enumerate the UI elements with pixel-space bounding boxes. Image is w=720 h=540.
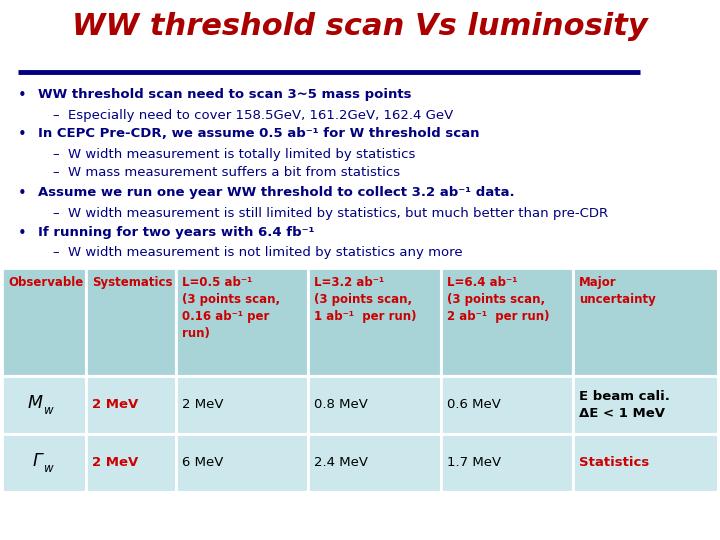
- Text: •: •: [18, 88, 27, 103]
- Bar: [86, 434, 176, 492]
- Bar: [176, 268, 308, 376]
- Text: •: •: [18, 226, 27, 241]
- Text: W width measurement is still limited by statistics, but much better than pre-CDR: W width measurement is still limited by …: [68, 207, 608, 220]
- Text: –: –: [52, 166, 58, 179]
- Bar: [441, 434, 573, 492]
- Text: WW threshold scan Vs luminosity: WW threshold scan Vs luminosity: [72, 12, 648, 41]
- Text: Major
uncertainty: Major uncertainty: [580, 276, 656, 306]
- Text: Systematics: Systematics: [92, 276, 173, 289]
- Bar: [308, 268, 441, 376]
- Bar: [86, 376, 176, 434]
- Text: •: •: [18, 186, 27, 201]
- Text: WW threshold scan need to scan 3~5 mass points: WW threshold scan need to scan 3~5 mass …: [38, 88, 412, 101]
- Text: M: M: [27, 394, 42, 412]
- Text: L=6.4 ab⁻¹
(3 points scan,
2 ab⁻¹  per run): L=6.4 ab⁻¹ (3 points scan, 2 ab⁻¹ per ru…: [447, 276, 549, 323]
- Text: 2 MeV: 2 MeV: [92, 456, 139, 469]
- Bar: [573, 434, 718, 492]
- Bar: [86, 268, 176, 376]
- Text: L=0.5 ab⁻¹
(3 points scan,
0.16 ab⁻¹ per
run): L=0.5 ab⁻¹ (3 points scan, 0.16 ab⁻¹ per…: [182, 276, 280, 340]
- Bar: [2, 268, 86, 376]
- Text: L=3.2 ab⁻¹
(3 points scan,
1 ab⁻¹  per run): L=3.2 ab⁻¹ (3 points scan, 1 ab⁻¹ per ru…: [315, 276, 417, 323]
- Bar: [573, 376, 718, 434]
- Bar: [441, 376, 573, 434]
- Text: 2 MeV: 2 MeV: [182, 399, 223, 411]
- Text: –: –: [52, 148, 58, 161]
- Text: W mass measurement suffers a bit from statistics: W mass measurement suffers a bit from st…: [68, 166, 400, 179]
- Text: Statistics: Statistics: [580, 456, 649, 469]
- Text: 6 MeV: 6 MeV: [182, 456, 223, 469]
- Text: Observable: Observable: [8, 276, 84, 289]
- Text: Γ: Γ: [32, 452, 42, 470]
- Bar: [441, 268, 573, 376]
- Text: 2.4 MeV: 2.4 MeV: [315, 456, 369, 469]
- Text: •: •: [18, 127, 27, 142]
- Text: –: –: [52, 246, 58, 259]
- Bar: [2, 376, 86, 434]
- Text: w: w: [44, 462, 54, 475]
- Text: Assume we run one year WW threshold to collect 3.2 ab⁻¹ data.: Assume we run one year WW threshold to c…: [38, 186, 515, 199]
- Bar: [308, 376, 441, 434]
- Bar: [176, 376, 308, 434]
- Text: In CEPC Pre-CDR, we assume 0.5 ab⁻¹ for W threshold scan: In CEPC Pre-CDR, we assume 0.5 ab⁻¹ for …: [38, 127, 480, 140]
- Text: –: –: [52, 207, 58, 220]
- Text: w: w: [44, 403, 54, 416]
- Bar: [308, 434, 441, 492]
- Text: 1.7 MeV: 1.7 MeV: [447, 456, 501, 469]
- Bar: [176, 434, 308, 492]
- Text: If running for two years with 6.4 fb⁻¹: If running for two years with 6.4 fb⁻¹: [38, 226, 315, 239]
- Text: 2 MeV: 2 MeV: [92, 399, 139, 411]
- Text: Especially need to cover 158.5GeV, 161.2GeV, 162.4 GeV: Especially need to cover 158.5GeV, 161.2…: [68, 109, 454, 122]
- Text: 0.6 MeV: 0.6 MeV: [447, 399, 501, 411]
- Bar: [573, 268, 718, 376]
- Text: 0.8 MeV: 0.8 MeV: [315, 399, 369, 411]
- Text: W width measurement is totally limited by statistics: W width measurement is totally limited b…: [68, 148, 415, 161]
- Text: –: –: [52, 109, 58, 122]
- Text: W width measurement is not limited by statistics any more: W width measurement is not limited by st…: [68, 246, 463, 259]
- Text: E beam cali.
ΔE < 1 MeV: E beam cali. ΔE < 1 MeV: [580, 390, 670, 420]
- Bar: [2, 434, 86, 492]
